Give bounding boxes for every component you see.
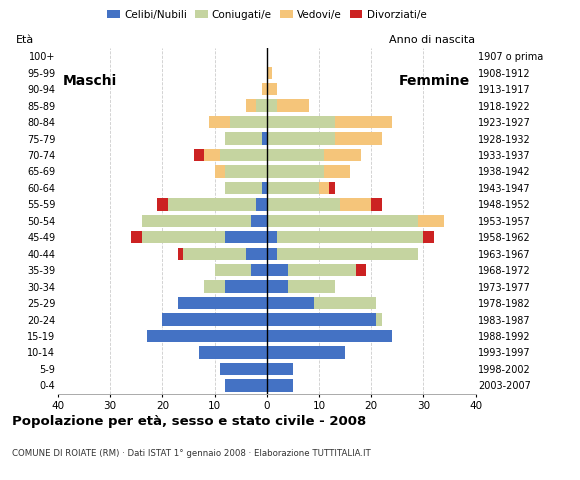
Bar	[288, 264, 356, 276]
Text: Età: Età	[16, 35, 34, 45]
Bar	[204, 149, 220, 161]
Bar	[267, 248, 277, 260]
Bar	[183, 248, 246, 260]
Bar	[251, 215, 267, 227]
Text: Anno di nascita: Anno di nascita	[390, 35, 476, 45]
Bar	[288, 280, 335, 293]
Bar	[267, 132, 335, 144]
Bar	[267, 379, 293, 392]
Bar	[267, 280, 288, 293]
Bar	[225, 379, 267, 392]
Bar	[267, 231, 277, 243]
Bar	[267, 313, 376, 326]
Legend: Celibi/Nubili, Coniugati/e, Vedovi/e, Divorziati/e: Celibi/Nubili, Coniugati/e, Vedovi/e, Di…	[105, 8, 429, 22]
Bar	[215, 165, 225, 178]
Bar	[262, 182, 267, 194]
Bar	[324, 165, 350, 178]
Bar	[251, 264, 267, 276]
Bar	[267, 346, 345, 359]
Bar	[178, 297, 267, 309]
Bar	[329, 182, 335, 194]
Bar	[267, 99, 277, 112]
Bar	[246, 248, 267, 260]
Bar	[220, 363, 267, 375]
Bar	[340, 198, 371, 211]
Text: Popolazione per età, sesso e stato civile - 2008: Popolazione per età, sesso e stato civil…	[12, 415, 366, 428]
Bar	[204, 280, 225, 293]
Bar	[277, 231, 423, 243]
Bar	[267, 297, 314, 309]
Bar	[277, 248, 418, 260]
Bar	[162, 313, 267, 326]
Bar	[131, 231, 142, 243]
Bar	[335, 116, 392, 128]
Bar	[220, 149, 267, 161]
Bar	[267, 215, 418, 227]
Bar	[142, 231, 225, 243]
Text: COMUNE DI ROIATE (RM) · Dati ISTAT 1° gennaio 2008 · Elaborazione TUTTITALIA.IT: COMUNE DI ROIATE (RM) · Dati ISTAT 1° ge…	[12, 449, 371, 458]
Bar	[194, 149, 204, 161]
Bar	[267, 116, 335, 128]
Bar	[178, 248, 183, 260]
Bar	[225, 231, 267, 243]
Bar	[230, 116, 267, 128]
Bar	[256, 99, 267, 112]
Bar	[262, 132, 267, 144]
Bar	[225, 165, 267, 178]
Bar	[168, 198, 256, 211]
Bar	[267, 198, 340, 211]
Bar	[267, 83, 277, 96]
Bar	[225, 182, 262, 194]
Bar	[267, 165, 324, 178]
Bar	[314, 297, 376, 309]
Bar	[256, 198, 267, 211]
Bar	[418, 215, 444, 227]
Bar	[199, 346, 267, 359]
Text: Femmine: Femmine	[399, 74, 470, 88]
Bar	[371, 198, 382, 211]
Bar	[246, 99, 256, 112]
Bar	[324, 149, 361, 161]
Bar	[262, 83, 267, 96]
Bar	[209, 116, 230, 128]
Bar	[157, 198, 168, 211]
Bar	[225, 132, 262, 144]
Bar	[267, 67, 272, 79]
Text: Maschi: Maschi	[63, 74, 118, 88]
Bar	[142, 215, 251, 227]
Bar	[267, 149, 324, 161]
Bar	[267, 264, 288, 276]
Bar	[356, 264, 366, 276]
Bar	[267, 330, 392, 342]
Bar	[147, 330, 267, 342]
Bar	[319, 182, 329, 194]
Bar	[267, 182, 319, 194]
Bar	[225, 280, 267, 293]
Bar	[376, 313, 382, 326]
Bar	[335, 132, 382, 144]
Bar	[215, 264, 251, 276]
Bar	[277, 99, 309, 112]
Bar	[267, 363, 293, 375]
Bar	[423, 231, 434, 243]
